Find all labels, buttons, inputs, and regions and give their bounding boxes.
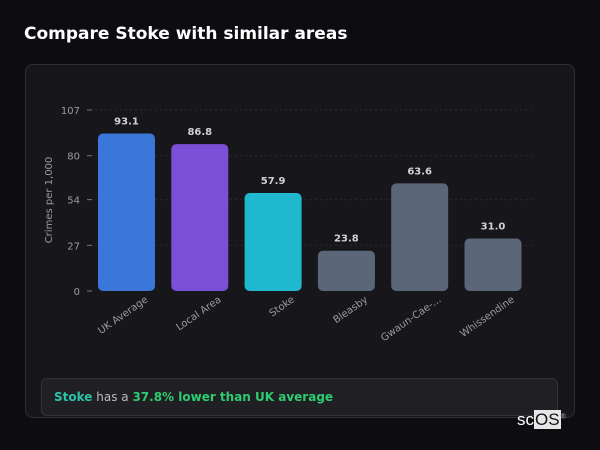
summary-area: Stoke: [54, 390, 93, 404]
x-tick-label: Local Area: [175, 294, 224, 333]
bar-value-label: 63.6: [407, 166, 432, 177]
logo-sc: sc: [517, 410, 534, 429]
y-tick-label: 27: [67, 241, 80, 252]
x-tick-label: Bleasby: [332, 294, 371, 326]
x-tick-label: UK Average: [96, 294, 150, 336]
bar-value-label: 31.0: [481, 222, 506, 233]
bar-2: [244, 193, 302, 291]
bar-4: [391, 183, 449, 291]
summary-stat: 37.8% lower than UK average: [132, 390, 334, 404]
bar-value-label: 57.9: [261, 176, 286, 187]
y-tick-label: 80: [67, 152, 80, 163]
x-tick-label: Whissendine: [458, 294, 516, 339]
bar-0: [98, 133, 155, 291]
scos-logo: scOS®: [517, 410, 566, 430]
summary-text: has a: [92, 390, 133, 404]
bar-value-label: 93.1: [114, 117, 139, 128]
bar-3: [317, 250, 375, 291]
x-tick-label: Gwaun-Cae-...: [379, 294, 443, 344]
logo-os: OS: [534, 410, 561, 429]
logo-mark: ®: [560, 413, 566, 421]
summary-box: Stoke has a 37.8% lower than UK average: [41, 378, 558, 416]
x-tick-label: Stoke: [268, 294, 297, 319]
bar-5: [464, 238, 522, 291]
bar-1: [171, 144, 229, 291]
bar-value-label: 86.8: [187, 127, 212, 138]
y-tick-label: 54: [67, 196, 80, 207]
bar-value-label: 23.8: [334, 234, 359, 245]
y-tick-label: 0: [74, 287, 80, 298]
page-title: Compare Stoke with similar areas: [24, 24, 348, 44]
y-axis-label: Crimes per 1,000: [44, 157, 55, 244]
y-tick-label: 107: [61, 106, 80, 117]
